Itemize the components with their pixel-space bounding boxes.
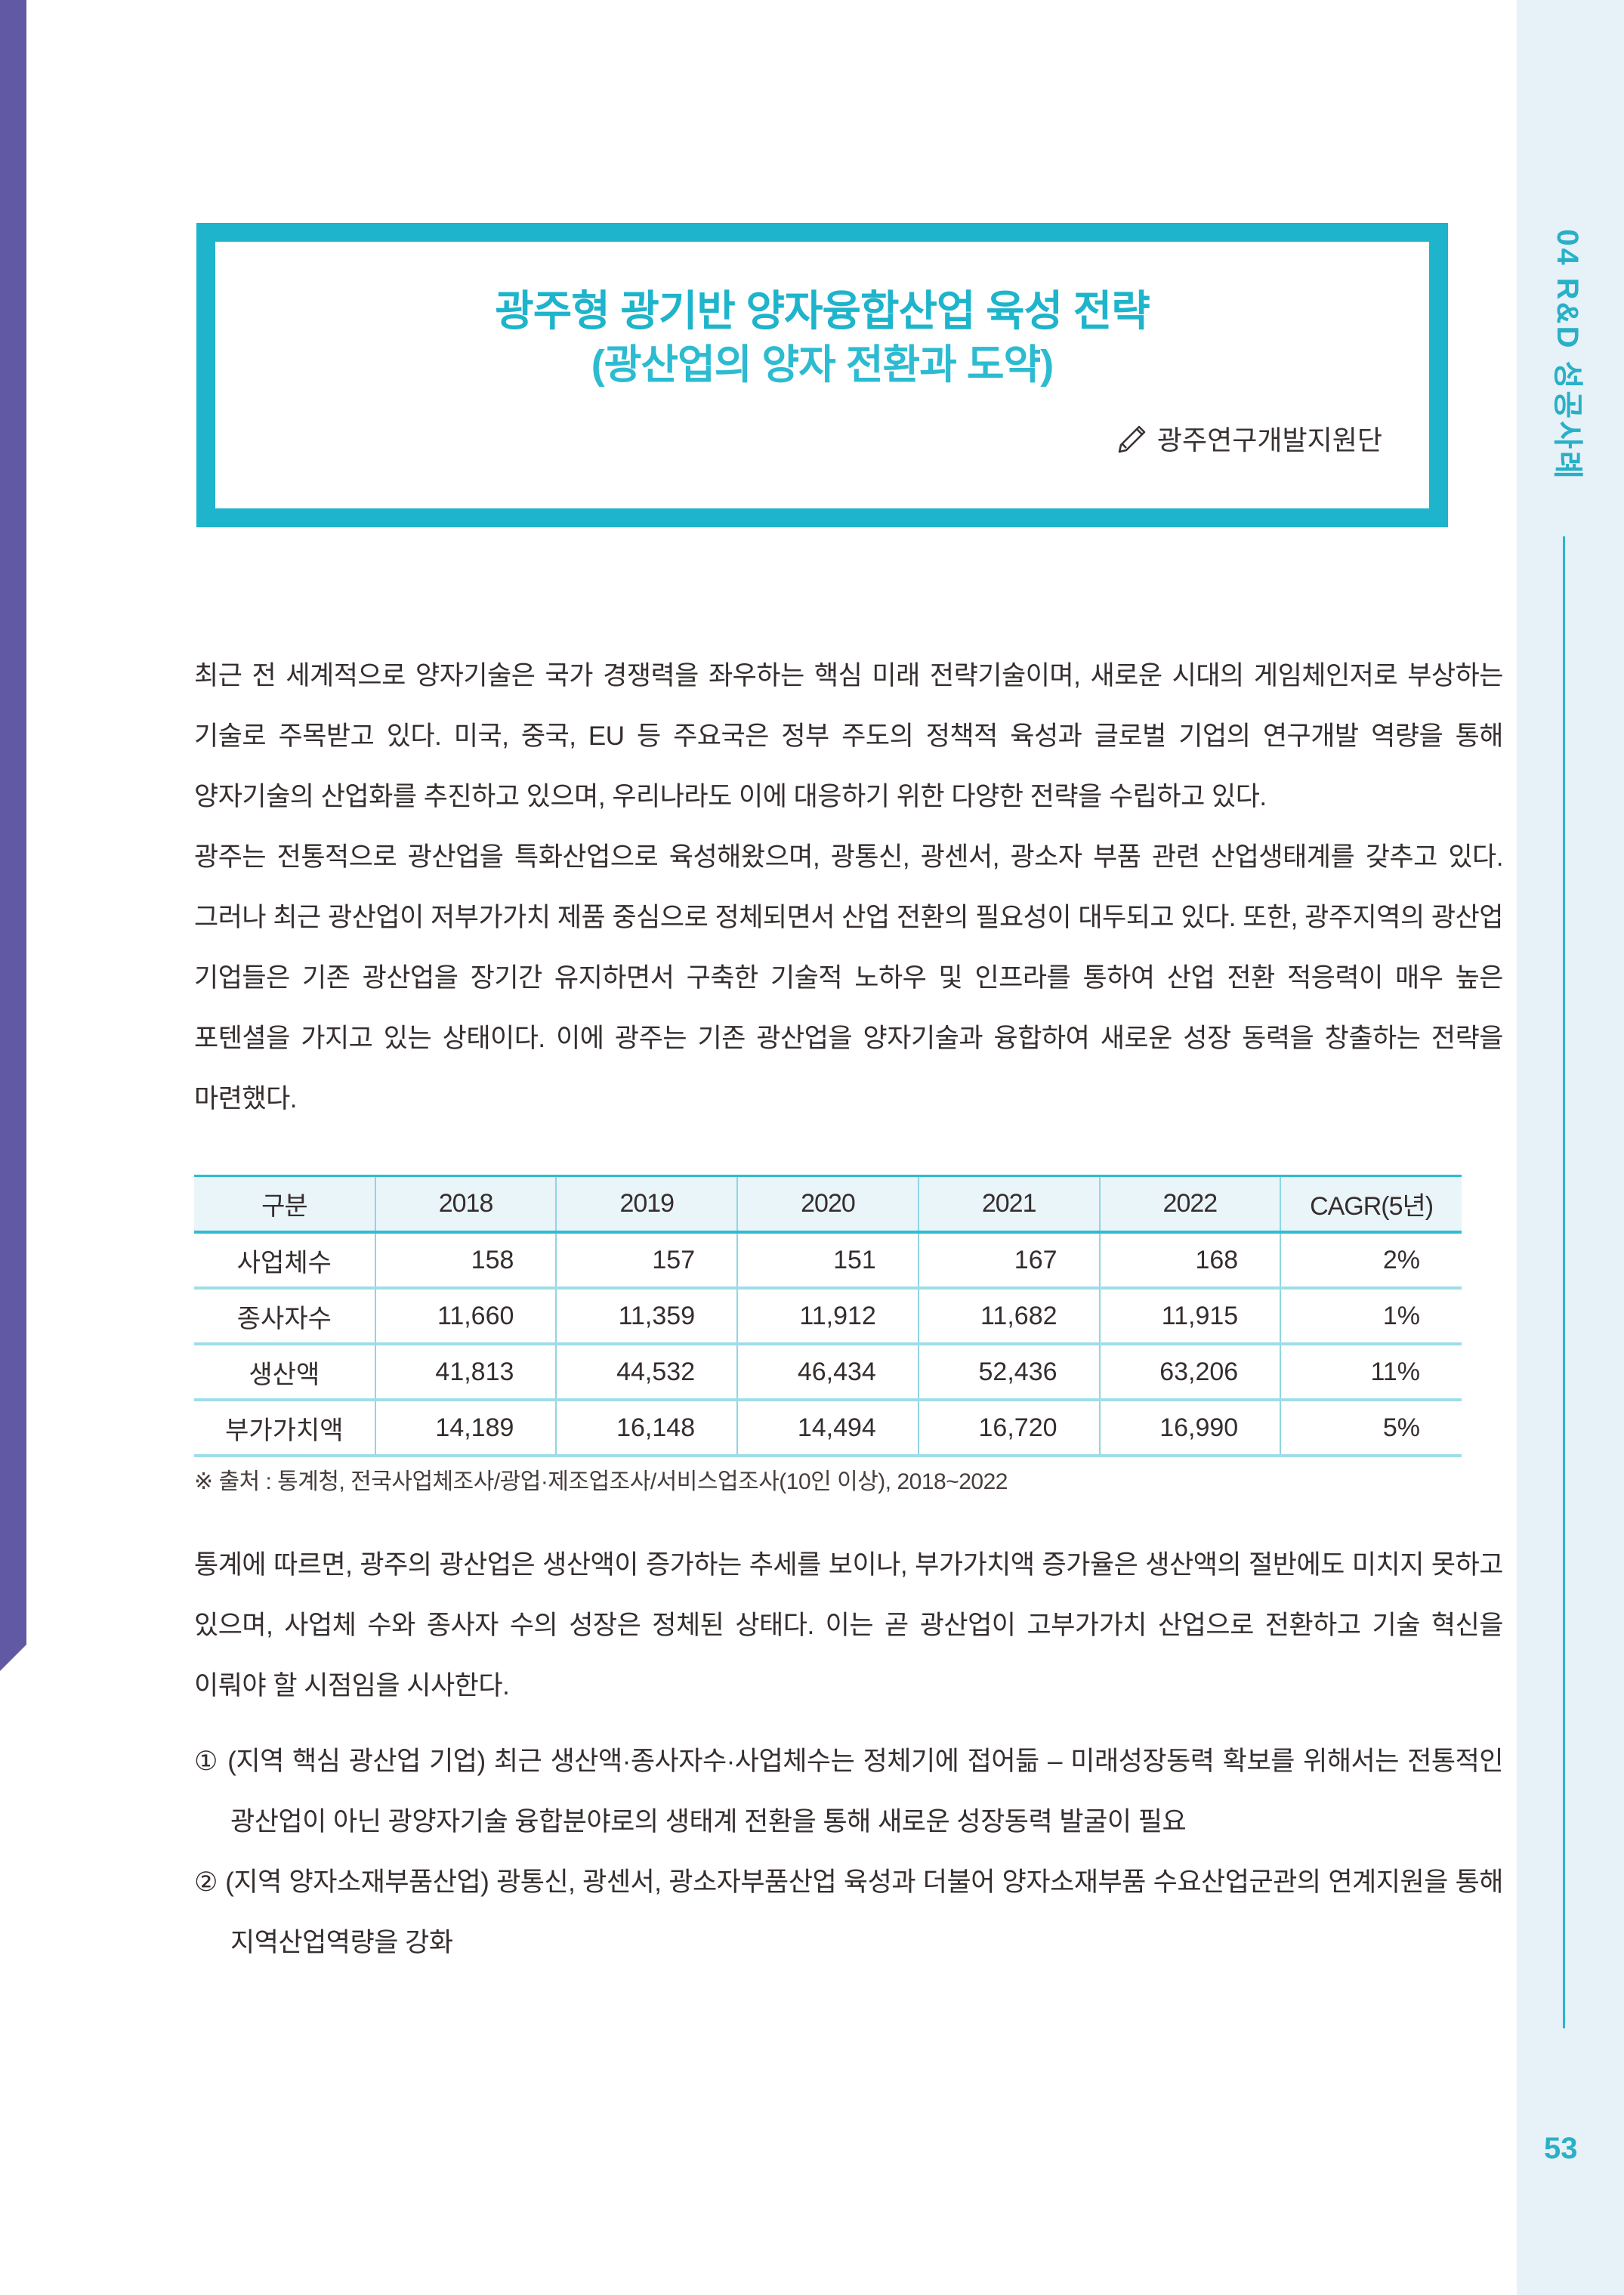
key-point-marker: ②	[194, 1867, 218, 1897]
table-cell: 14,189	[375, 1400, 557, 1457]
table-row: 생산액 41,813 44,532 46,434 52,436 63,206 11%	[194, 1344, 1462, 1401]
pencil-icon	[1116, 424, 1147, 461]
table-column-header: 2022	[1099, 1175, 1282, 1234]
table-cell: 41,813	[375, 1344, 557, 1401]
table-cell: 63,206	[1099, 1344, 1282, 1401]
row-label: 종사자수	[194, 1288, 376, 1345]
table-cell: 5%	[1280, 1400, 1462, 1457]
chapter-label: 04 R&D 성공사례	[1551, 229, 1584, 481]
table-column-header: 2020	[737, 1175, 919, 1234]
table-cell: 16,720	[918, 1400, 1101, 1457]
key-point-item: ① (지역 핵심 광산업 기업) 최근 생산액·종사자수·사업체수는 정체기에 …	[194, 1731, 1504, 1852]
table-column-header: 2021	[918, 1175, 1101, 1234]
table-cell: 1%	[1280, 1288, 1462, 1345]
row-label: 생산액	[194, 1344, 376, 1401]
table-column-header: 2019	[556, 1175, 739, 1234]
industry-stats-table: 구분 2018 2019 2020 2021 2022 CAGR(5년) 사업체수 158 15…	[194, 1175, 1462, 1457]
table-column-header: 2018	[375, 1175, 557, 1234]
table-cell: 14,494	[737, 1400, 919, 1457]
left-accent-bar	[0, 0, 26, 1671]
table-row: 사업체수 158 157 151 167 168 2%	[194, 1232, 1462, 1290]
key-point-text: (지역 양자소재부품산업) 광통신, 광센서, 광소자부품산업 육성과 더불어 …	[218, 1867, 1503, 1957]
table-cell: 157	[556, 1232, 739, 1290]
row-label: 부가가치액	[194, 1400, 376, 1457]
table-source-note: ※ 출처 : 통계청, 전국사업체조사/광업·제조업조사/서비스업조사(10인 …	[194, 1469, 1008, 1494]
key-point-marker: ①	[194, 1747, 219, 1776]
stats-table-body: 사업체수 158 157 151 167 168 2% 종사자수 11,660 11,359 11,…	[194, 1232, 1462, 1457]
table-cell: 168	[1099, 1232, 1282, 1290]
key-point-text: (지역 핵심 광산업 기업) 최근 생산액·종사자수·사업체수는 정체기에 접어…	[218, 1747, 1503, 1836]
author-name: 광주연구개발지원단	[1156, 424, 1382, 456]
key-points-list: ① (지역 핵심 광산업 기업) 최근 생산액·종사자수·사업체수는 정체기에 …	[194, 1731, 1504, 1973]
author-row: 광주연구개발지원단	[253, 419, 1391, 461]
paragraph-2: 광주는 전통적으로 광산업을 특화산업으로 육성해왔으며, 광통신, 광센서, …	[194, 842, 1504, 1114]
table-cell: 46,434	[737, 1344, 919, 1401]
table-cell: 11,912	[737, 1288, 919, 1345]
article-title: 광주형 광기반 양자융합산업 육성 전략	[495, 287, 1150, 335]
table-cell: 11,915	[1099, 1288, 1282, 1345]
table-cell: 158	[375, 1232, 557, 1290]
industry-stats-table-wrap: 구분 2018 2019 2020 2021 2022 CAGR(5년) 사업체수 158 15…	[194, 1175, 1462, 1457]
article-title-box: 광주형 광기반 양자융합산업 육성 전략 (광산업의 양자 전환과 도약) 광주…	[196, 223, 1448, 527]
table-row: 종사자수 11,660 11,359 11,912 11,682 11,915 1%	[194, 1288, 1462, 1345]
table-row: 부가가치액 14,189 16,148 14,494 16,720 16,990 5%	[194, 1400, 1462, 1457]
table-cell: 16,148	[556, 1400, 739, 1457]
article-subtitle: (광산업의 양자 전환과 도약)	[591, 342, 1054, 388]
table-cell: 11%	[1280, 1344, 1462, 1401]
table-cell: 44,532	[556, 1344, 739, 1401]
paragraph-1: 최근 전 세계적으로 양자기술은 국가 경쟁력을 좌우하는 핵심 미래 전략기술…	[194, 661, 1504, 811]
table-cell: 52,436	[918, 1344, 1101, 1401]
table-header-row: 구분 2018 2019 2020 2021 2022 CAGR(5년)	[194, 1175, 1462, 1234]
table-cell: 167	[918, 1232, 1101, 1290]
key-point-item: ② (지역 양자소재부품산업) 광통신, 광센서, 광소자부품산업 육성과 더불…	[194, 1852, 1503, 1973]
chapter-side-tab: 04 R&D 성공사례 53	[1517, 0, 1624, 2295]
side-tab-divider	[1563, 536, 1565, 2028]
table-cell: 11,359	[556, 1288, 739, 1345]
table-column-header: CAGR(5년)	[1280, 1175, 1462, 1234]
row-label: 사업체수	[194, 1232, 376, 1290]
table-cell: 11,682	[918, 1288, 1101, 1345]
page-number: 53	[1544, 2132, 1578, 2165]
analysis-paragraph: 통계에 따르면, 광주의 광산업은 생산액이 증가하는 추세를 보이나, 부가가…	[194, 1550, 1504, 1700]
table-cell: 11,660	[375, 1288, 557, 1345]
intro-paragraphs: 최근 전 세계적으로 양자기술은 국가 경쟁력을 좌우하는 핵심 미래 전략기술…	[194, 646, 1504, 1129]
table-cell: 16,990	[1099, 1400, 1282, 1457]
table-cell: 2%	[1280, 1232, 1462, 1290]
table-column-header: 구분	[194, 1175, 376, 1234]
table-cell: 151	[737, 1232, 919, 1290]
